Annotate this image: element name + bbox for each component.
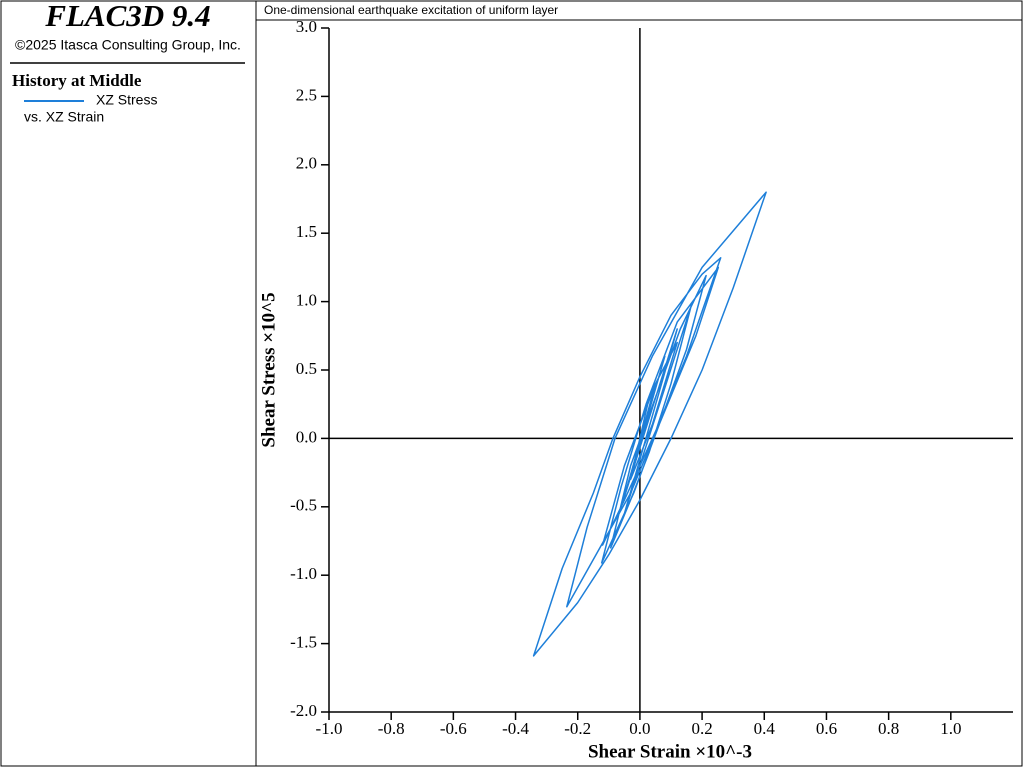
legend-label: XZ Stress [96, 92, 157, 108]
x-tick-label: -0.2 [564, 719, 591, 738]
x-tick-label: -0.8 [378, 719, 405, 738]
plot-panel [255, 0, 1023, 767]
x-tick-label: -1.0 [316, 719, 343, 738]
y-tick-label: 2.0 [296, 154, 317, 173]
y-tick-label: 0.5 [296, 359, 317, 378]
x-tick-label: 0.6 [816, 719, 837, 738]
x-tick-label: -0.6 [440, 719, 467, 738]
y-tick-label: 2.5 [296, 85, 317, 104]
x-tick-label: 1.0 [940, 719, 961, 738]
app-title: FLAC3D 9.4 [44, 0, 210, 33]
series-line [532, 191, 767, 657]
x-tick-label: 0.8 [878, 719, 899, 738]
x-tick-label: -0.4 [502, 719, 529, 738]
x-tick-label: 0.2 [691, 719, 712, 738]
y-tick-label: -2.0 [290, 701, 317, 720]
legend-x-label: vs. XZ Strain [24, 109, 104, 125]
plot-title: One-dimensional earthquake excitation of… [264, 3, 558, 17]
y-tick-label: -1.0 [290, 564, 317, 583]
copyright: ©2025 Itasca Consulting Group, Inc. [15, 37, 241, 53]
legend-title: History at Middle [12, 71, 142, 90]
x-tick-label: 0.4 [754, 719, 776, 738]
y-tick-label: 3.0 [296, 17, 317, 36]
y-tick-label: 1.5 [296, 222, 317, 241]
x-axis-label: Shear Strain ×10^-3 [588, 741, 752, 762]
y-tick-label: 1.0 [296, 291, 317, 310]
y-tick-label: -0.5 [290, 496, 317, 515]
y-tick-label: 0.0 [296, 427, 317, 446]
x-tick-label: 0.0 [629, 719, 650, 738]
y-tick-label: -1.5 [290, 633, 317, 652]
y-axis-label: Shear Stress ×10^5 [258, 292, 279, 447]
title-bar [255, 0, 1023, 21]
